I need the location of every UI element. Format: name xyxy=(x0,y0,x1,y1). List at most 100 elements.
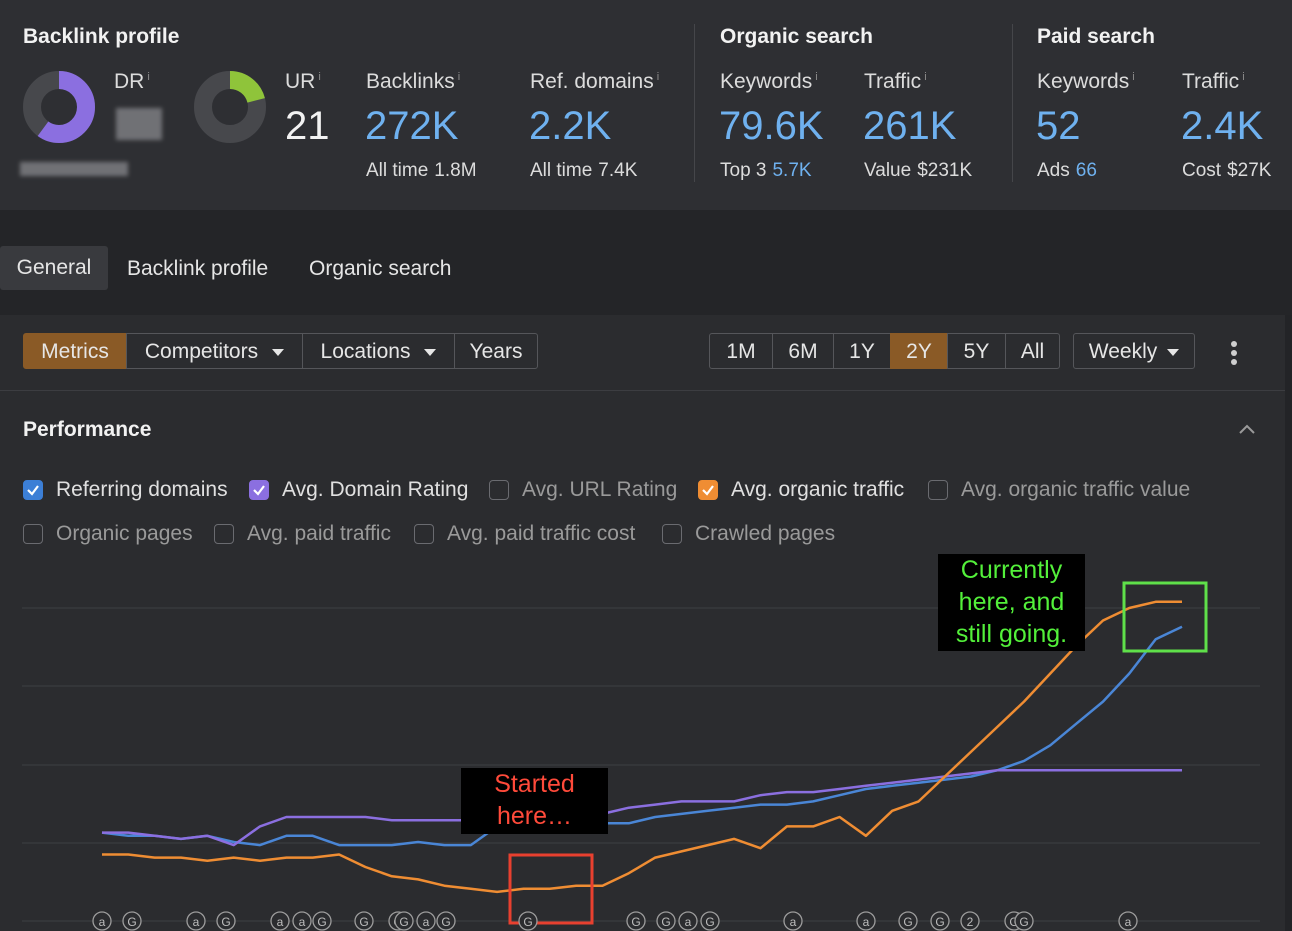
tab-organic-search[interactable]: Organic search xyxy=(309,257,452,280)
timeline-marker-google-update[interactable]: G xyxy=(626,911,646,931)
organic-traffic-value[interactable]: 261K xyxy=(863,104,957,148)
tab-general[interactable]: General xyxy=(0,246,108,290)
label-crawled-pages[interactable]: Crawled pages xyxy=(695,522,836,545)
info-icon[interactable]: i xyxy=(815,71,818,83)
series-line-avg-organic-traffic xyxy=(102,600,1182,894)
more-options-icon[interactable] xyxy=(1231,341,1237,368)
timeline-marker-google-update[interactable]: G xyxy=(216,911,236,931)
timeline-marker-annotation[interactable]: a xyxy=(783,911,803,931)
paid-ads: Ads 66 xyxy=(1037,160,1097,181)
annotation-current-line1: Currently xyxy=(960,556,1063,584)
timeline-marker-annotation[interactable]: a xyxy=(270,911,290,931)
svg-text:G: G xyxy=(221,915,230,929)
label-avg-paid-traffic[interactable]: Avg. paid traffic xyxy=(247,522,391,545)
range-all[interactable]: All xyxy=(1005,333,1060,369)
chevron-down-icon xyxy=(272,348,285,356)
svg-text:G: G xyxy=(441,915,450,929)
collapse-icon[interactable] xyxy=(1238,422,1256,440)
dr-value-redacted xyxy=(116,108,162,140)
info-icon[interactable]: i xyxy=(457,71,461,83)
range-6m[interactable]: 6M xyxy=(772,333,834,369)
tabs-bar xyxy=(0,210,1292,315)
checkbox-avg-url-rating[interactable] xyxy=(489,480,509,500)
paid-traffic-value[interactable]: 2.4K xyxy=(1181,104,1264,148)
svg-text:a: a xyxy=(423,915,430,929)
info-icon[interactable]: i xyxy=(924,71,927,83)
info-icon[interactable]: i xyxy=(318,71,321,83)
svg-text:a: a xyxy=(277,915,284,929)
timeline-marker-annotation[interactable]: a xyxy=(186,911,206,931)
dr-ring xyxy=(22,70,96,144)
label-avg-organic-traffic[interactable]: Avg. organic traffic xyxy=(731,478,905,501)
checkbox-avg-organic-traffic[interactable] xyxy=(698,480,718,500)
years-button[interactable]: Years xyxy=(454,333,538,369)
metrics-button[interactable]: Metrics xyxy=(23,333,127,369)
range-1y[interactable]: 1Y xyxy=(833,333,891,369)
organic-traffic-value-usd: Value $231K xyxy=(864,160,973,181)
timeline-marker-annotation[interactable]: a xyxy=(678,911,698,931)
label-avg-organic-traffic-value[interactable]: Avg. organic traffic value xyxy=(961,478,1191,501)
label-referring-domains[interactable]: Referring domains xyxy=(56,478,228,501)
performance-title: Performance xyxy=(23,418,152,441)
timeline-marker-google-update[interactable]: G xyxy=(122,911,142,931)
timeline-marker-google-update[interactable]: G xyxy=(656,911,676,931)
checkbox-crawled-pages[interactable] xyxy=(662,524,682,544)
backlinks-alltime: All time 1.8M xyxy=(366,160,477,181)
timeline-marker-google-update[interactable]: G xyxy=(312,911,332,931)
scrollbar-track[interactable] xyxy=(1285,315,1292,931)
checkbox-organic-pages[interactable] xyxy=(23,524,43,544)
annotation-current-line2: here, and xyxy=(958,588,1065,616)
refdomains-value[interactable]: 2.2K xyxy=(529,104,612,148)
timeline-marker-google-update[interactable]: G xyxy=(930,911,950,931)
backlinks-label: Backlinks i xyxy=(366,70,461,93)
timeline-marker-annotation[interactable]: a xyxy=(92,911,112,931)
chevron-down-icon xyxy=(424,348,437,356)
interval-dropdown[interactable]: Weekly xyxy=(1073,333,1195,369)
svg-text:G: G xyxy=(631,915,640,929)
range-1m[interactable]: 1M xyxy=(709,333,773,369)
organic-keywords-label: Keywords i xyxy=(720,70,818,93)
timeline-marker-annotation[interactable]: a xyxy=(856,911,876,931)
info-icon[interactable]: i xyxy=(656,71,660,83)
checkbox-avg-domain-rating[interactable] xyxy=(249,480,269,500)
svg-text:a: a xyxy=(299,915,306,929)
timeline-marker-google-update[interactable]: G xyxy=(700,911,720,931)
label-avg-url-rating[interactable]: Avg. URL Rating xyxy=(522,478,678,501)
refdomains-alltime: All time 7.4K xyxy=(530,160,638,181)
timeline-marker-google-update[interactable]: G xyxy=(436,911,456,931)
svg-text:2: 2 xyxy=(967,915,974,929)
timeline-marker-google-update[interactable]: G xyxy=(518,911,538,931)
range-2y[interactable]: 2Y xyxy=(890,333,948,369)
locations-dropdown[interactable]: Locations xyxy=(302,333,455,369)
checkbox-avg-paid-traffic-cost[interactable] xyxy=(414,524,434,544)
range-5y[interactable]: 5Y xyxy=(947,333,1006,369)
svg-text:G: G xyxy=(903,915,912,929)
info-icon[interactable]: i xyxy=(1132,71,1135,83)
timeline-marker-google-update[interactable]: G xyxy=(898,911,918,931)
info-icon[interactable]: i xyxy=(1242,71,1245,83)
ur-ring xyxy=(193,70,267,144)
competitors-dropdown[interactable]: Competitors xyxy=(126,333,303,369)
organic-keywords-value[interactable]: 79.6K xyxy=(719,104,824,148)
svg-text:G: G xyxy=(1009,915,1018,929)
timeline-marker-group[interactable]: 2 xyxy=(960,911,980,931)
label-avg-paid-traffic-cost[interactable]: Avg. paid traffic cost xyxy=(447,522,636,545)
paid-keywords-value[interactable]: 52 xyxy=(1036,104,1081,148)
timeline-marker-annotation[interactable]: a xyxy=(1118,911,1138,931)
svg-text:a: a xyxy=(863,915,870,929)
backlinks-value[interactable]: 272K xyxy=(365,104,459,148)
timeline-marker-annotation[interactable]: a xyxy=(416,911,436,931)
tab-backlink-profile[interactable]: Backlink profile xyxy=(127,257,269,280)
timeline-marker-google-update[interactable]: G xyxy=(394,911,414,931)
label-organic-pages[interactable]: Organic pages xyxy=(56,522,193,545)
info-icon[interactable]: i xyxy=(147,71,150,83)
checkbox-referring-domains[interactable] xyxy=(23,480,43,500)
label-avg-domain-rating[interactable]: Avg. Domain Rating xyxy=(282,478,469,501)
svg-text:a: a xyxy=(193,915,200,929)
timeline-marker-annotation[interactable]: a xyxy=(292,911,312,931)
checkbox-avg-paid-traffic[interactable] xyxy=(214,524,234,544)
timeline-marker-google-update[interactable]: G xyxy=(1014,911,1034,931)
timeline-marker-google-update[interactable]: G xyxy=(354,911,374,931)
chevron-down-icon xyxy=(1167,348,1180,356)
checkbox-avg-organic-traffic-value[interactable] xyxy=(928,480,948,500)
